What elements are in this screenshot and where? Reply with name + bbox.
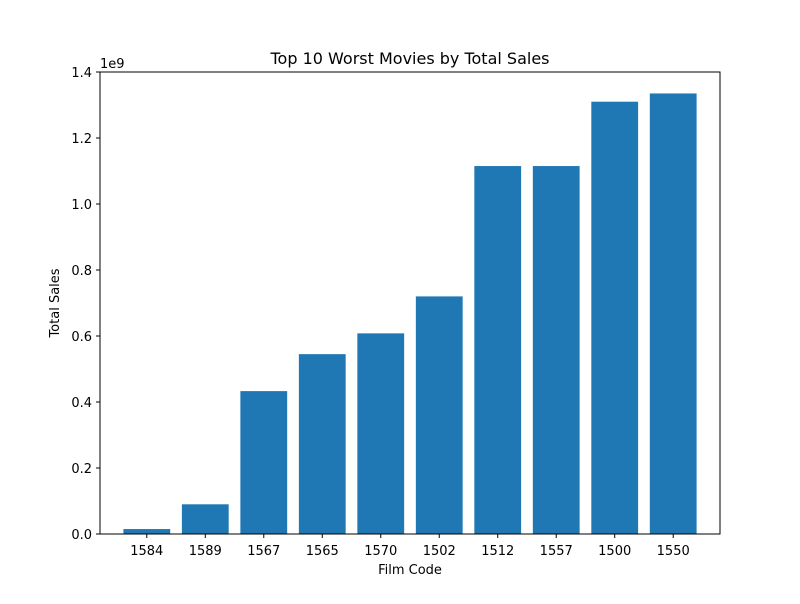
- y-tick-label: 0.0: [71, 528, 92, 543]
- x-tick-label-1550: 1550: [657, 544, 690, 559]
- bar-1565: [298, 354, 346, 534]
- bar-1502: [415, 296, 463, 534]
- y-tick-label: 0.8: [71, 264, 92, 279]
- x-tick-label-1567: 1567: [247, 544, 280, 559]
- x-tick-label-1589: 1589: [189, 544, 222, 559]
- plot-frame: [99, 71, 721, 535]
- x-tick-label-1557: 1557: [540, 544, 573, 559]
- x-tick-label-1500: 1500: [598, 544, 631, 559]
- y-tick-label: 0.6: [71, 330, 92, 345]
- x-tick-label-1584: 1584: [130, 544, 163, 559]
- x-axis-label: Film Code: [378, 563, 442, 578]
- y-tick-label: 1.0: [71, 198, 92, 213]
- bar-1570: [357, 333, 405, 534]
- x-tick-label-1570: 1570: [364, 544, 397, 559]
- y-axis-offset-label: 1e9: [100, 57, 125, 72]
- x-tick-label-1502: 1502: [423, 544, 456, 559]
- chart-title: Top 10 Worst Movies by Total Sales: [270, 49, 550, 68]
- bar-1550: [649, 93, 697, 534]
- y-tick-label: 1.4: [71, 66, 92, 81]
- y-tick-label: 0.4: [71, 396, 92, 411]
- bar-1557: [532, 166, 580, 535]
- bar-1500: [591, 101, 639, 534]
- bar-1589: [181, 504, 229, 534]
- bar-1512: [474, 166, 522, 535]
- y-axis-label: Total Sales: [48, 268, 63, 338]
- x-tick-label-1512: 1512: [481, 544, 514, 559]
- axes-layer: 1584 1589 1567 1565 1570 1502 1512 1557 1500 1550…: [71, 66, 689, 559]
- bar-1584: [123, 529, 171, 534]
- x-tick-label-1565: 1565: [306, 544, 339, 559]
- bars-layer: [123, 93, 697, 535]
- y-tick-label: 1.2: [71, 132, 92, 147]
- bar-1567: [240, 391, 288, 534]
- y-tick-label: 0.2: [71, 462, 92, 477]
